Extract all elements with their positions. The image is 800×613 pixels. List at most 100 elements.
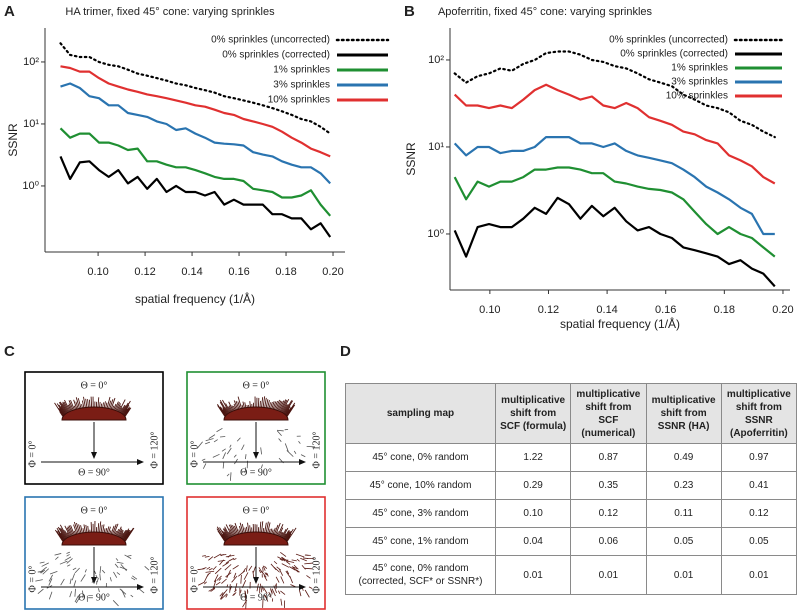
- series-line: [59, 127, 332, 217]
- sample-dash: [226, 569, 231, 579]
- sample-dash: [244, 593, 247, 602]
- sample-dash: [234, 589, 237, 593]
- table-cell: 0.01: [494, 555, 572, 595]
- sample-dash: [74, 588, 76, 597]
- sample-dash: [73, 580, 77, 587]
- sample-dash: [290, 584, 296, 588]
- x-tick-label: 0.12: [134, 266, 155, 278]
- sample-dash: [264, 565, 268, 569]
- table-cell: 45° cone, 0% random (corrected, SCF* or …: [345, 555, 496, 595]
- header-cell: multiplicative shift from SSNR (Apoferri…: [720, 383, 798, 444]
- sample-dash: [279, 568, 284, 576]
- sample-dash: [205, 570, 215, 573]
- sample-dash: [202, 463, 207, 469]
- table-cell: 0.87: [570, 443, 647, 472]
- sample-dash: [202, 555, 206, 557]
- table-cell: 0.29: [494, 471, 572, 500]
- sample-dash: [113, 571, 118, 578]
- sampling-map: [54, 396, 132, 421]
- header-cell: multiplicative shift from SCF (formula): [494, 383, 572, 444]
- y-tick-label: 10¹: [428, 141, 444, 153]
- sample-dash: [281, 557, 289, 562]
- x-tick-label: 0.18: [275, 266, 296, 278]
- sample-dash: [298, 589, 302, 597]
- sample-dash: [304, 589, 310, 598]
- sample-dash: [280, 551, 287, 557]
- table-cell: 0.35: [570, 471, 647, 500]
- sample-dash: [259, 583, 263, 593]
- sample-dash: [285, 561, 291, 565]
- sample-dash: [242, 599, 248, 608]
- sample-dash: [75, 597, 81, 604]
- table-cell: 0.12: [720, 499, 798, 528]
- theta-label: Θ = 90°: [240, 592, 272, 603]
- sample-dash: [233, 558, 237, 561]
- table-cell: 0.01: [570, 555, 647, 595]
- sample-dash: [229, 584, 231, 593]
- table-cell: 0.10: [494, 499, 572, 528]
- x-tick-label: 0.18: [714, 304, 735, 316]
- y-tick-label: 10²: [428, 54, 444, 66]
- table-cell: 45° cone, 0% random: [345, 443, 496, 472]
- legend-label: 1% sprinkles: [273, 65, 330, 76]
- sample-dash: [260, 447, 262, 455]
- sample-dash: [74, 595, 79, 603]
- theta-label: Θ = 90°: [78, 592, 110, 603]
- sample-dash: [120, 564, 127, 572]
- table-row: 45° cone, 3% random 0.10 0.12 0.11 0.12: [345, 499, 798, 528]
- sample-dash: [219, 592, 225, 600]
- sample-dash: [101, 569, 106, 574]
- sample-dash: [279, 558, 283, 561]
- sample-dash: [213, 574, 219, 583]
- sample-dash: [222, 562, 229, 567]
- x-tick-label: 0.20: [772, 304, 793, 316]
- table-row: 45° cone, 10% random 0.29 0.35 0.23 0.41: [345, 471, 798, 500]
- sample-dash: [258, 567, 263, 574]
- sample-dash: [114, 563, 119, 568]
- cone-dome: [223, 406, 289, 421]
- y-tick-label: 10²: [23, 56, 39, 68]
- sample-dash: [273, 560, 278, 565]
- legend-label: 0% sprinkles (uncorrected): [609, 35, 728, 46]
- table-cell: 0.01: [645, 555, 722, 595]
- sample-dash: [277, 590, 281, 594]
- sample-dash: [210, 588, 216, 592]
- sample-dash: [66, 558, 73, 564]
- sample-dash: [40, 569, 46, 574]
- sample-dash: [300, 557, 307, 562]
- sample-dash: [220, 553, 224, 557]
- sample-dash: [295, 553, 305, 558]
- sample-dash: [277, 556, 285, 561]
- cone-spike: [285, 527, 297, 544]
- sample-dash: [221, 578, 227, 584]
- sample-dash: [94, 570, 97, 575]
- sample-dash: [197, 581, 205, 586]
- table-cell: 0.23: [645, 471, 722, 500]
- sample-dash: [225, 554, 235, 558]
- sample-dash: [246, 589, 249, 593]
- sample-dash: [220, 436, 226, 438]
- sample-dash: [296, 558, 300, 562]
- sample-dash: [69, 591, 73, 598]
- table-cell: 0.04: [494, 527, 572, 556]
- panel-label: B: [404, 3, 415, 20]
- header-cell: multiplicative shift from SCF (numerical…: [570, 383, 647, 444]
- sample-dash: [99, 573, 101, 581]
- sample-dash: [64, 556, 72, 561]
- sample-dash: [212, 453, 220, 458]
- x-tick-label: 0.16: [655, 304, 676, 316]
- sample-dash: [304, 562, 313, 565]
- sample-dash: [66, 554, 70, 557]
- sample-dash: [268, 591, 272, 598]
- sample-dash: [291, 559, 297, 562]
- sample-dash: [280, 598, 283, 606]
- sample-dash: [213, 439, 218, 443]
- series-line: [59, 42, 332, 135]
- sample-dash: [204, 581, 207, 585]
- sample-dash: [115, 558, 119, 561]
- sample-dash: [301, 564, 306, 570]
- legend-label: 0% sprinkles (uncorrected): [211, 35, 330, 46]
- sample-dash: [252, 570, 255, 578]
